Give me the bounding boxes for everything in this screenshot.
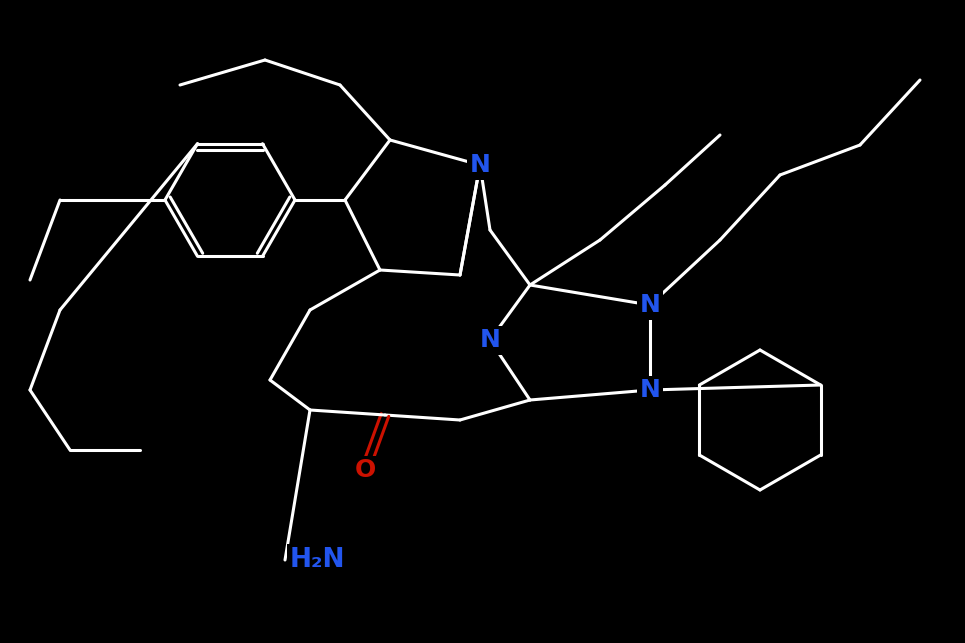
- Text: O: O: [354, 458, 375, 482]
- Text: N: N: [640, 378, 660, 402]
- Text: N: N: [480, 328, 501, 352]
- Text: H₂N: H₂N: [290, 547, 345, 573]
- Text: N: N: [470, 153, 490, 177]
- Text: N: N: [640, 293, 660, 317]
